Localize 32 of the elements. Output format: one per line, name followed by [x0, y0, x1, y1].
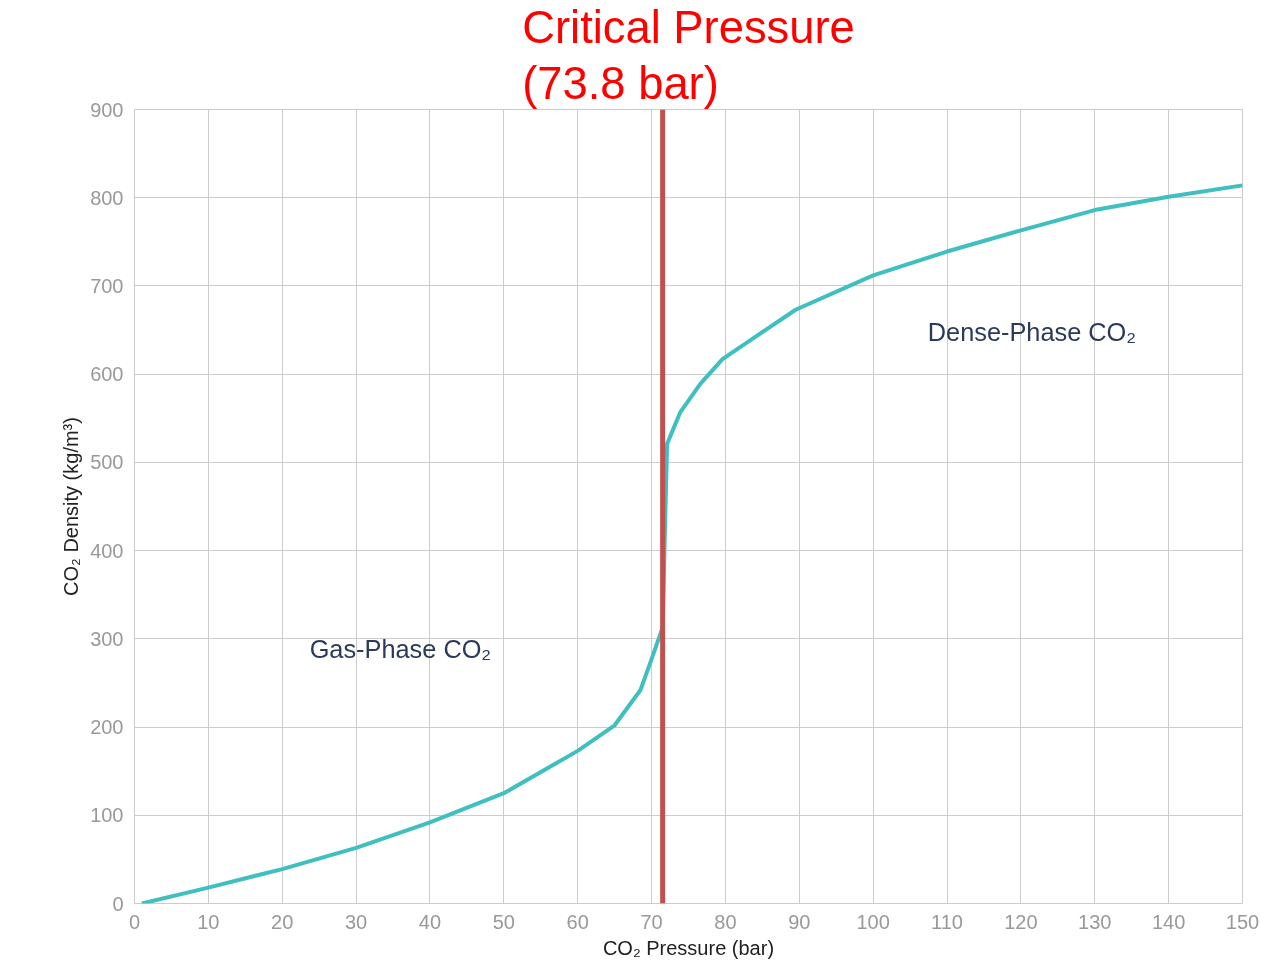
y-tick-label: 800: [90, 186, 124, 209]
x-tick-label: 40: [418, 910, 442, 933]
x-tick-label: 70: [640, 910, 663, 933]
ref-line-label: Critical Pressure (73.8 bar): [522, 2, 855, 110]
y-tick-label: 100: [90, 804, 124, 827]
annotation: Gas-Phase CO₂: [309, 635, 492, 664]
y-tick-label: 600: [90, 363, 124, 386]
x-tick-label: 150: [1225, 910, 1260, 933]
y-axis-title: CO₂ Density (kg/m³): [60, 417, 83, 596]
x-axis-title: CO₂ Pressure (bar): [602, 936, 775, 959]
y-tick-label: 400: [90, 539, 124, 562]
y-tick-label: 300: [90, 627, 124, 650]
x-tick-label: 20: [271, 910, 294, 933]
y-tick-label: 200: [90, 716, 124, 739]
x-tick-label: 100: [856, 910, 890, 933]
x-tick-label: 60: [566, 910, 589, 933]
line-series: [139, 183, 1243, 904]
annotation: Dense-Phase CO₂: [927, 317, 1137, 346]
y-tick-label: 700: [90, 274, 124, 297]
x-tick-label: 110: [931, 910, 963, 933]
x-tick-label: 0: [128, 910, 141, 933]
x-tick-label: 130: [1078, 910, 1112, 933]
x-tick-label: 90: [788, 910, 811, 933]
x-tick-label: 80: [714, 910, 737, 933]
x-tick-label: 140: [1151, 910, 1186, 933]
x-tick-label: 10: [197, 910, 220, 933]
y-tick-label: 900: [90, 98, 124, 121]
y-tick-label: 0: [112, 892, 124, 915]
x-tick-label: 50: [492, 910, 515, 933]
x-tick-label: 30: [344, 910, 368, 933]
x-tick-label: 120: [1004, 910, 1038, 933]
y-tick-label: 500: [90, 451, 124, 474]
